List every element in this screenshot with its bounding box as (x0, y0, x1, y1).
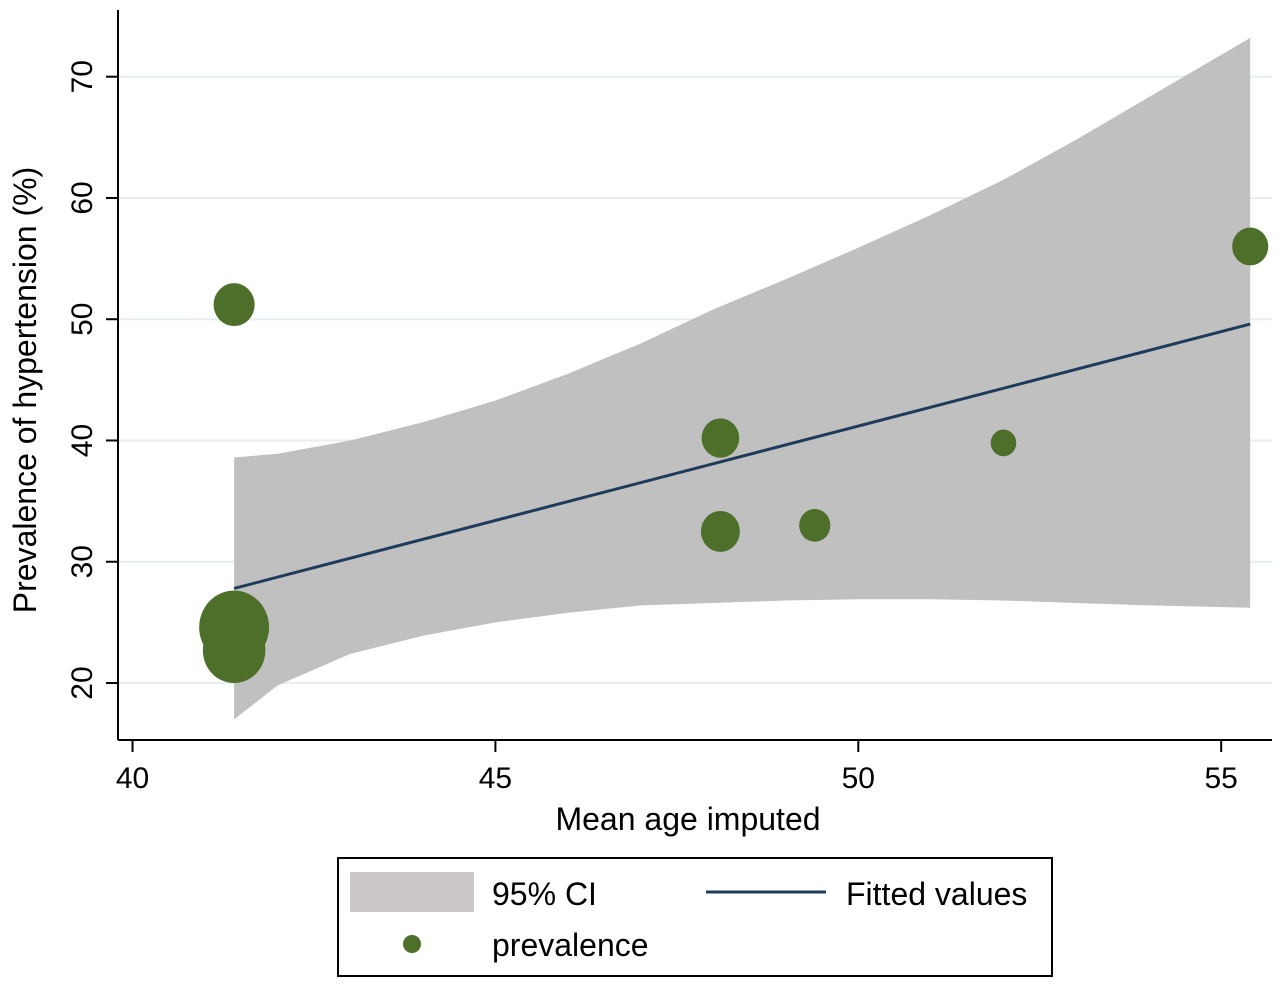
y-axis-title: Prevalence of hypertension (%) (7, 167, 43, 613)
tick-labels: 20 30 40 50 60 70 40 45 50 55 (66, 60, 1238, 795)
x-tick-label: 50 (842, 762, 875, 795)
axes (106, 10, 1272, 752)
data-point (990, 429, 1017, 457)
fitted-line-layer (233, 322, 1251, 590)
y-tick-label: 50 (66, 303, 99, 336)
legend-prevalence-swatch (403, 935, 421, 953)
fitted-line (233, 322, 1251, 590)
data-point (213, 283, 255, 327)
legend-prevalence-label: prevalence (492, 927, 649, 963)
y-tick-label: 70 (66, 60, 99, 93)
x-axis-title: Mean age imputed (555, 801, 820, 837)
legend-ci-label: 95% CI (492, 876, 597, 912)
data-points-layer (199, 227, 1269, 684)
x-tick-label: 55 (1205, 762, 1238, 795)
y-tick-label: 40 (66, 424, 99, 457)
data-point (1232, 227, 1269, 266)
legend-fitted-label: Fitted values (846, 876, 1027, 912)
data-point (799, 508, 831, 542)
ci-band-layer (234, 37, 1251, 720)
data-point (701, 418, 740, 458)
legend: 95% CI Fitted values prevalence (337, 857, 1053, 977)
x-tick-label: 45 (479, 762, 512, 795)
ci-band (234, 37, 1251, 720)
y-tick-label: 30 (66, 545, 99, 578)
y-tick-label: 20 (66, 666, 99, 699)
y-tick-label: 60 (66, 181, 99, 214)
legend-ci-swatch (350, 872, 474, 912)
data-point (700, 510, 740, 552)
data-point (202, 617, 266, 684)
x-tick-label: 40 (116, 762, 149, 795)
